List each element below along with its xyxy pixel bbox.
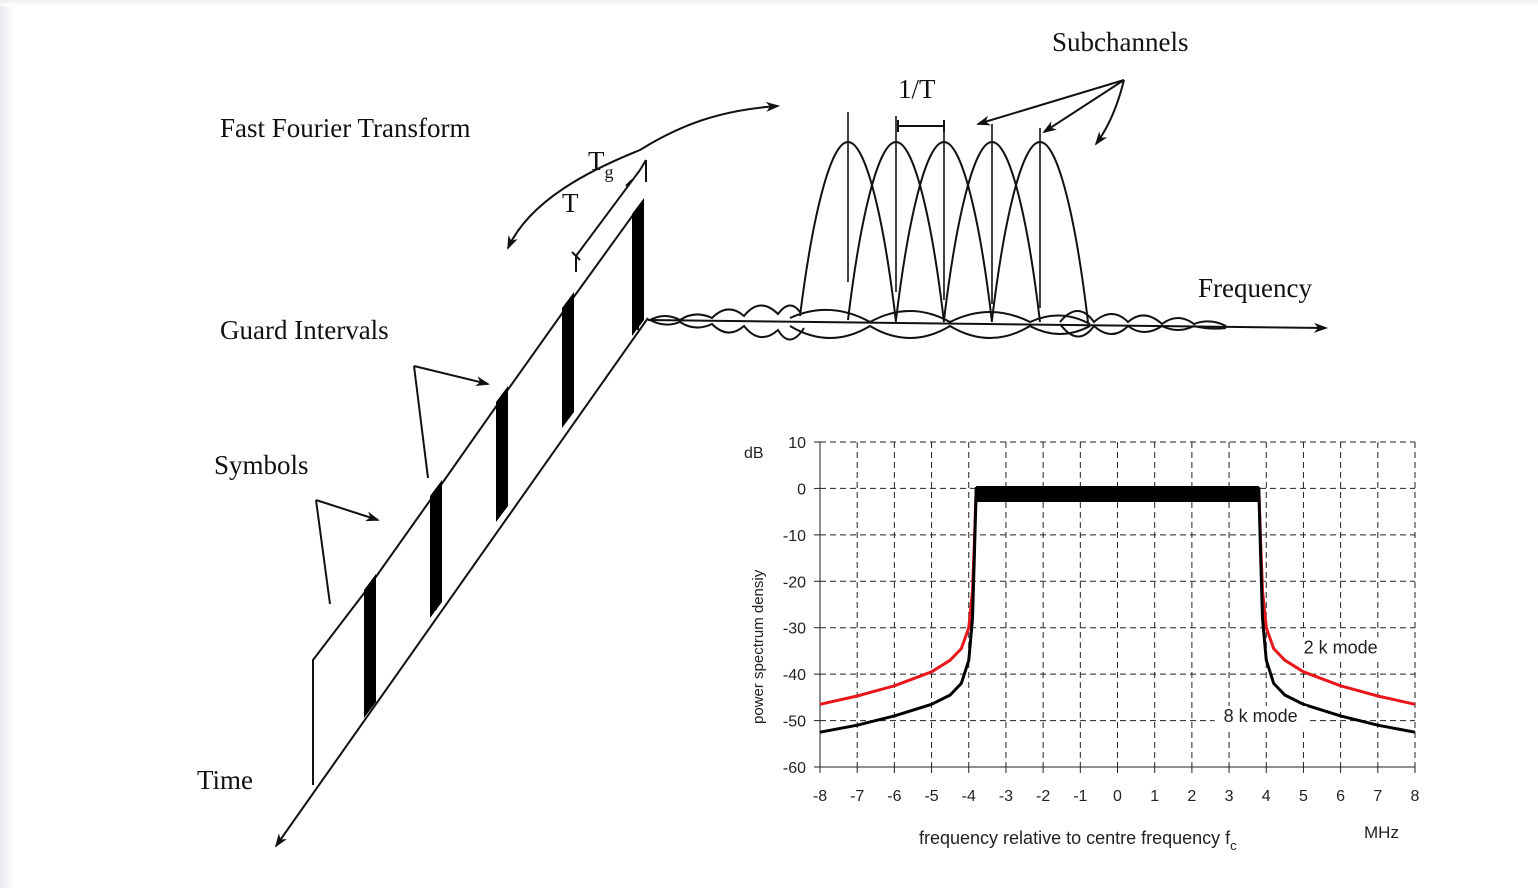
- chart-annotations: 2 k mode 8 k mode: [1214, 637, 1387, 728]
- series-annotation-0: 2 k mode: [1304, 637, 1378, 657]
- guard-interval-bar-1: [364, 574, 376, 718]
- x-tick-label-0: -8: [813, 788, 827, 805]
- y-tick-label-5: -40: [783, 667, 806, 684]
- series-annotation-1: 8 k mode: [1224, 706, 1298, 726]
- x-tick-label-10: 2: [1187, 788, 1196, 805]
- y-tick-label-4: -30: [783, 621, 806, 638]
- x-tick-label-3: -5: [924, 788, 938, 805]
- tg-label: Tg: [588, 146, 614, 182]
- x-tick-label-7: -1: [1073, 788, 1087, 805]
- x-tick-label-11: 3: [1225, 788, 1234, 805]
- x-tick-label-16: 8: [1411, 788, 1420, 805]
- x-tick-label-5: -3: [999, 788, 1013, 805]
- ofdm-time-frequency-diagram: Fast Fourier Transform Guard Intervals S…: [197, 27, 1328, 848]
- x-tick-label-9: 1: [1150, 788, 1159, 805]
- guard-interval-bars: [364, 198, 644, 718]
- x-tick-label-6: -2: [1036, 788, 1050, 805]
- subchannels-arrow-3: [1094, 79, 1125, 146]
- annotation-bg-0: [1294, 637, 1387, 660]
- y-tick-label-2: -10: [783, 528, 806, 545]
- frequency-label: Frequency: [1198, 273, 1312, 303]
- one-over-t-bracket: [897, 120, 945, 132]
- symbols-pointer: [315, 499, 378, 605]
- x-unit-label: MHz: [1364, 823, 1399, 842]
- symbol-frame-5: [567, 204, 639, 418]
- x-tick-label-4: -4: [962, 788, 976, 805]
- x-axis-label-sub: c: [1230, 838, 1237, 853]
- fft-curved-arrow-right: [639, 101, 780, 151]
- time-label: Time: [197, 765, 253, 795]
- tg-label-main: T: [588, 146, 605, 176]
- guard-interval-bar-5: [632, 198, 644, 336]
- y-unit-label: dB: [744, 445, 764, 462]
- one-over-t-label: 1/T: [898, 74, 936, 104]
- x-tick-label-14: 6: [1336, 788, 1345, 805]
- y-tick-label-1: 0: [797, 481, 806, 498]
- tg-dimension-ticks: [625, 159, 647, 187]
- y-tick-label-0: 10: [788, 435, 806, 452]
- x-tick-label-8: 0: [1113, 788, 1122, 805]
- x-tick-label-12: 4: [1262, 788, 1271, 805]
- y-tick-label-6: -50: [783, 714, 806, 731]
- x-tick-label-2: -6: [887, 788, 901, 805]
- fft-curved-arrow-left: [507, 149, 641, 250]
- guard-interval-bar-4: [562, 292, 574, 428]
- y-tick-label-7: -60: [783, 760, 806, 777]
- subcarrier-center-markers: [847, 112, 1041, 308]
- symbol-frame-4: [501, 301, 569, 512]
- power-spectrum-chart: -8 -7 -6 -5 -4 -3 -2 -1 0 1 2 3 4 5 6 7 8 100-10-20-30-4…: [744, 435, 1420, 853]
- guard-intervals-label: Guard Intervals: [220, 315, 389, 345]
- left-border-shading: [0, 0, 14, 888]
- symbol-frame-3: [435, 394, 503, 610]
- y-tick-labels: 10 0 -10 -20 -30 -40 -50 -60: [783, 435, 806, 777]
- top-border-shading: [0, 0, 1538, 6]
- annotation-bg-1: [1214, 705, 1307, 728]
- time-axis: [274, 317, 649, 848]
- sidelobes-lower: [649, 319, 1227, 341]
- subchannels-arrow-1: [976, 79, 1125, 126]
- x-tick-label-15: 7: [1373, 788, 1382, 805]
- guard-interval-bar-3: [496, 386, 508, 522]
- frequency-axis: [647, 319, 1328, 333]
- x-tick-label-13: 5: [1299, 788, 1308, 805]
- y-tick-label-3: -20: [783, 574, 806, 591]
- tg-label-sub: g: [605, 162, 614, 182]
- symbols-label: Symbols: [214, 450, 309, 480]
- passband-bar: [976, 486, 1259, 502]
- t-dimension-line: [575, 169, 641, 257]
- y-axis-label: power spectrum densiy: [750, 569, 767, 724]
- sidelobes-upper: [649, 304, 1227, 327]
- subchannels-label: Subchannels: [1052, 27, 1188, 57]
- fft-label: Fast Fourier Transform: [220, 113, 471, 143]
- t-dimension-tick-low: [571, 251, 581, 272]
- x-axis-label: frequency relative to centre frequency f…: [919, 828, 1237, 853]
- x-axis-label-main: frequency relative to centre frequency f: [919, 828, 1231, 848]
- x-tick-label-1: -7: [850, 788, 864, 805]
- guard-intervals-pointer: [413, 365, 488, 479]
- sidelobes-middle: [789, 309, 1091, 339]
- x-tick-labels: -8 -7 -6 -5 -4 -3 -2 -1 0 1 2 3 4 5 6 7 8: [813, 788, 1420, 805]
- subchannels-arrow-2: [1042, 79, 1125, 134]
- guard-interval-bar-2: [430, 480, 442, 618]
- t-label: T: [562, 188, 579, 218]
